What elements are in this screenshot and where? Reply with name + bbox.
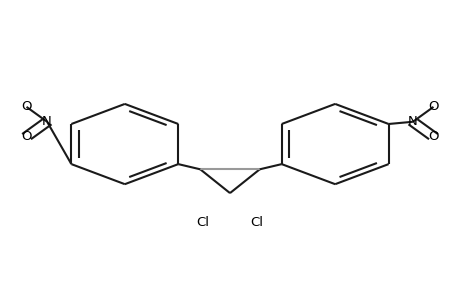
Text: O: O [21, 130, 32, 143]
Text: O: O [427, 130, 438, 143]
Text: Cl: Cl [250, 216, 263, 229]
Text: N: N [42, 115, 52, 128]
Text: Cl: Cl [196, 216, 209, 229]
Text: O: O [427, 100, 438, 113]
Text: N: N [407, 115, 417, 128]
Text: O: O [21, 100, 32, 113]
